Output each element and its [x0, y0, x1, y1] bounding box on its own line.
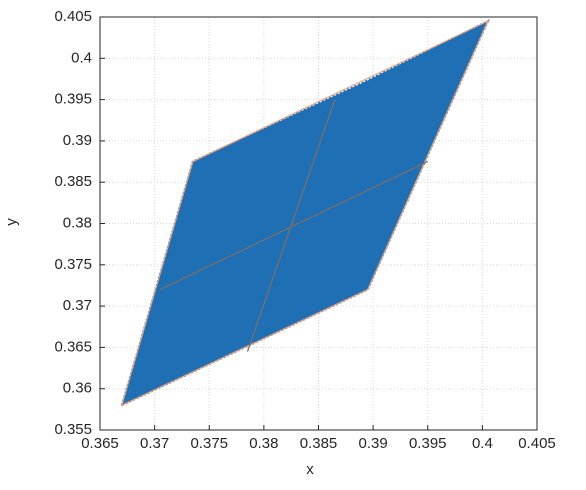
x-tick-label: 0.39 — [359, 435, 388, 452]
x-tick-label: 0.365 — [81, 435, 119, 452]
y-tick-label: 0.385 — [54, 173, 92, 190]
y-tick-label: 0.37 — [63, 297, 92, 314]
y-axis-label: y — [3, 218, 20, 226]
x-tick-label: 0.38 — [249, 435, 278, 452]
plot-frame — [99, 16, 538, 431]
y-tick-label: 0.4 — [71, 49, 92, 66]
x-tick-label: 0.375 — [190, 435, 228, 452]
y-tick-label: 0.405 — [54, 8, 92, 25]
x-tick-label: 0.4 — [472, 435, 493, 452]
x-axis-label: x — [306, 461, 314, 478]
y-tick-label: 0.365 — [54, 338, 92, 355]
y-tick-label: 0.38 — [63, 214, 92, 231]
diagonal-line — [159, 160, 429, 291]
y-tick-label: 0.375 — [54, 256, 92, 273]
y-tick-label: 0.395 — [54, 91, 92, 108]
point-cloud — [120, 19, 490, 408]
x-tick-label: 0.395 — [409, 435, 447, 452]
y-tick-label: 0.39 — [63, 132, 92, 149]
x-tick-label: 0.385 — [300, 435, 338, 452]
x-tick-label: 0.405 — [518, 435, 556, 452]
x-tick-label: 0.37 — [140, 435, 169, 452]
diagonal-line — [246, 99, 336, 352]
boundary — [120, 19, 490, 407]
y-tick-label: 0.355 — [54, 421, 92, 438]
y-tick-label: 0.36 — [63, 380, 92, 397]
